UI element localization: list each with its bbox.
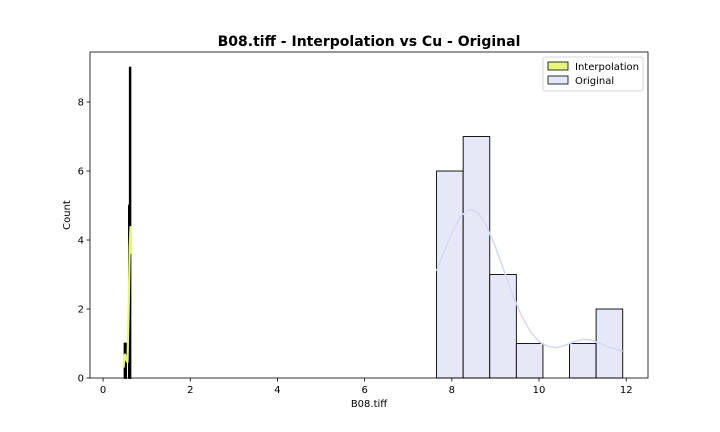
y-axis-label: Count <box>62 200 73 230</box>
original-bar-2 <box>489 274 517 379</box>
plot-area <box>122 66 624 379</box>
y-axis: 0 2 4 6 8 <box>78 98 90 385</box>
y-tick-label: 2 <box>78 305 84 316</box>
y-tick-label: 8 <box>78 98 84 109</box>
original-bar-1 <box>462 136 491 379</box>
x-tick-label: 12 <box>620 385 633 396</box>
legend: Interpolation Original <box>542 56 644 92</box>
y-tick-label: 6 <box>78 167 84 178</box>
interpolation-bar-6 <box>128 66 132 379</box>
x-tick-label: 10 <box>533 385 546 396</box>
x-tick-label: 0 <box>100 385 106 396</box>
original-bar-5 <box>569 343 597 379</box>
legend-swatch-original <box>547 75 569 85</box>
interpolation-kde-line <box>122 226 133 368</box>
chart-title: B08.tiff - Interpolation vs Cu - Origina… <box>218 34 521 50</box>
y-tick-label: 0 <box>78 374 84 385</box>
x-tick-label: 6 <box>361 385 367 396</box>
original-kde-line <box>435 208 623 352</box>
x-tick-label: 8 <box>449 385 455 396</box>
original-bar-3 <box>515 343 544 379</box>
legend-label-interpolation: Interpolation <box>575 62 639 73</box>
y-tick-label: 4 <box>78 236 84 247</box>
original-bar-0 <box>436 170 464 379</box>
legend-swatch-interpolation <box>547 61 569 71</box>
x-tick-label: 2 <box>187 385 193 396</box>
legend-label-original: Original <box>575 76 614 87</box>
x-axis-label: B08.tiff <box>351 399 388 410</box>
x-axis: 0 2 4 6 8 10 12 <box>100 378 633 396</box>
plot-frame <box>89 51 649 379</box>
x-tick-label: 4 <box>274 385 280 396</box>
